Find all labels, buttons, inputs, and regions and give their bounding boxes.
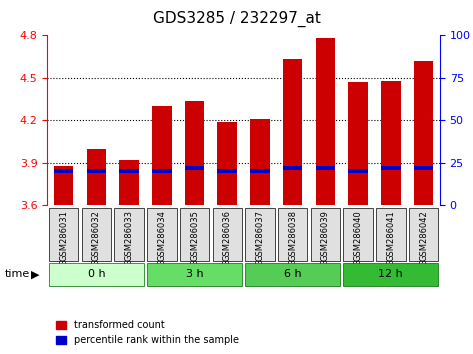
FancyBboxPatch shape (212, 208, 242, 261)
Text: GSM286034: GSM286034 (158, 211, 166, 266)
Text: GSM286040: GSM286040 (354, 211, 363, 266)
Text: GSM286039: GSM286039 (321, 211, 330, 266)
Text: GSM286040: GSM286040 (354, 210, 363, 261)
Bar (414, 166, 433, 170)
Bar (152, 106, 172, 205)
Text: GSM286031: GSM286031 (59, 210, 68, 261)
Bar (218, 169, 237, 173)
Text: time: time (5, 269, 30, 279)
Bar (283, 59, 303, 205)
FancyBboxPatch shape (180, 208, 209, 261)
FancyBboxPatch shape (49, 208, 79, 261)
Bar (348, 82, 368, 205)
FancyBboxPatch shape (343, 208, 373, 261)
Bar (381, 166, 401, 170)
Text: GSM286036: GSM286036 (223, 211, 232, 266)
Text: GSM286033: GSM286033 (124, 210, 133, 261)
Bar (54, 169, 73, 173)
Text: GSM286041: GSM286041 (386, 210, 395, 261)
Text: ▶: ▶ (31, 269, 39, 279)
FancyBboxPatch shape (147, 263, 242, 285)
Text: GSM286037: GSM286037 (255, 210, 264, 261)
Text: GSM286035: GSM286035 (190, 211, 199, 266)
Bar (54, 166, 73, 205)
FancyBboxPatch shape (311, 208, 340, 261)
Bar (87, 149, 106, 205)
Text: GSM286042: GSM286042 (419, 210, 428, 261)
FancyBboxPatch shape (409, 208, 438, 261)
Bar (250, 169, 270, 173)
Text: 12 h: 12 h (378, 269, 403, 279)
Text: GSM286042: GSM286042 (419, 211, 428, 266)
Bar (414, 61, 433, 205)
Bar (315, 166, 335, 170)
Bar (218, 122, 237, 205)
Text: GSM286033: GSM286033 (124, 211, 133, 266)
Bar (250, 119, 270, 205)
Bar (119, 160, 139, 205)
Text: GSM286037: GSM286037 (255, 211, 264, 266)
FancyBboxPatch shape (82, 208, 111, 261)
FancyBboxPatch shape (245, 208, 275, 261)
Text: GDS3285 / 232297_at: GDS3285 / 232297_at (153, 11, 320, 27)
Bar (87, 169, 106, 173)
Text: GSM286038: GSM286038 (288, 211, 297, 266)
Text: 6 h: 6 h (284, 269, 301, 279)
Text: GSM286035: GSM286035 (190, 210, 199, 261)
Text: GSM286041: GSM286041 (386, 211, 395, 266)
Bar (283, 166, 303, 170)
FancyBboxPatch shape (376, 208, 405, 261)
FancyBboxPatch shape (245, 263, 340, 285)
Bar (348, 169, 368, 173)
FancyBboxPatch shape (147, 208, 176, 261)
Text: 3 h: 3 h (186, 269, 203, 279)
Text: 0 h: 0 h (88, 269, 105, 279)
Bar (119, 169, 139, 173)
FancyBboxPatch shape (49, 263, 144, 285)
Text: GSM286034: GSM286034 (158, 210, 166, 261)
FancyBboxPatch shape (343, 263, 438, 285)
Bar (184, 101, 204, 205)
Text: GSM286038: GSM286038 (288, 210, 297, 261)
FancyBboxPatch shape (278, 208, 307, 261)
Text: GSM286039: GSM286039 (321, 210, 330, 261)
Legend: transformed count, percentile rank within the sample: transformed count, percentile rank withi… (52, 316, 243, 349)
Bar (184, 166, 204, 170)
Text: GSM286036: GSM286036 (223, 210, 232, 261)
Bar (381, 81, 401, 205)
Bar (152, 169, 172, 173)
Text: GSM286032: GSM286032 (92, 210, 101, 261)
Bar (315, 38, 335, 205)
Text: GSM286031: GSM286031 (59, 211, 68, 266)
FancyBboxPatch shape (114, 208, 144, 261)
Text: GSM286032: GSM286032 (92, 211, 101, 266)
